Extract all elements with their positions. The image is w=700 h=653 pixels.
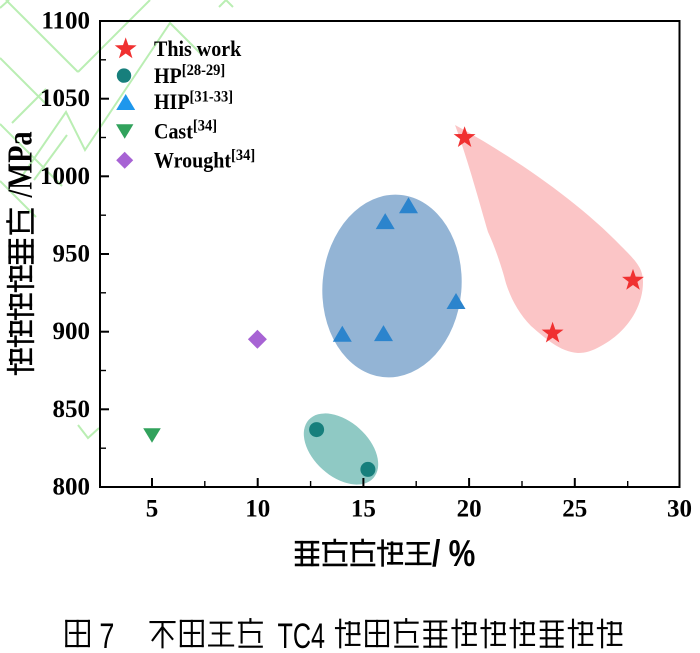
svg-text:15: 15	[351, 496, 376, 523]
svg-text:5: 5	[146, 496, 159, 523]
svg-text:950: 950	[53, 241, 91, 268]
svg-text:1000: 1000	[40, 163, 90, 190]
svg-text:/ %: / %	[432, 533, 475, 575]
svg-text:This work: This work	[154, 36, 242, 61]
svg-text:900: 900	[53, 318, 91, 345]
svg-text:850: 850	[53, 396, 91, 423]
svg-text:20: 20	[457, 496, 482, 523]
svg-text:1100: 1100	[41, 8, 90, 35]
svg-text:10: 10	[245, 496, 270, 523]
svg-text:TC4: TC4	[278, 617, 326, 653]
svg-text:30: 30	[667, 496, 692, 523]
svg-text:1050: 1050	[40, 85, 90, 112]
svg-text:25: 25	[562, 496, 587, 523]
svg-text:7: 7	[99, 617, 114, 653]
svg-text:800: 800	[53, 474, 91, 501]
svg-text:/MPa: /MPa	[1, 131, 40, 198]
svg-text:HIP[31-33]: HIP[31-33]	[154, 88, 233, 115]
